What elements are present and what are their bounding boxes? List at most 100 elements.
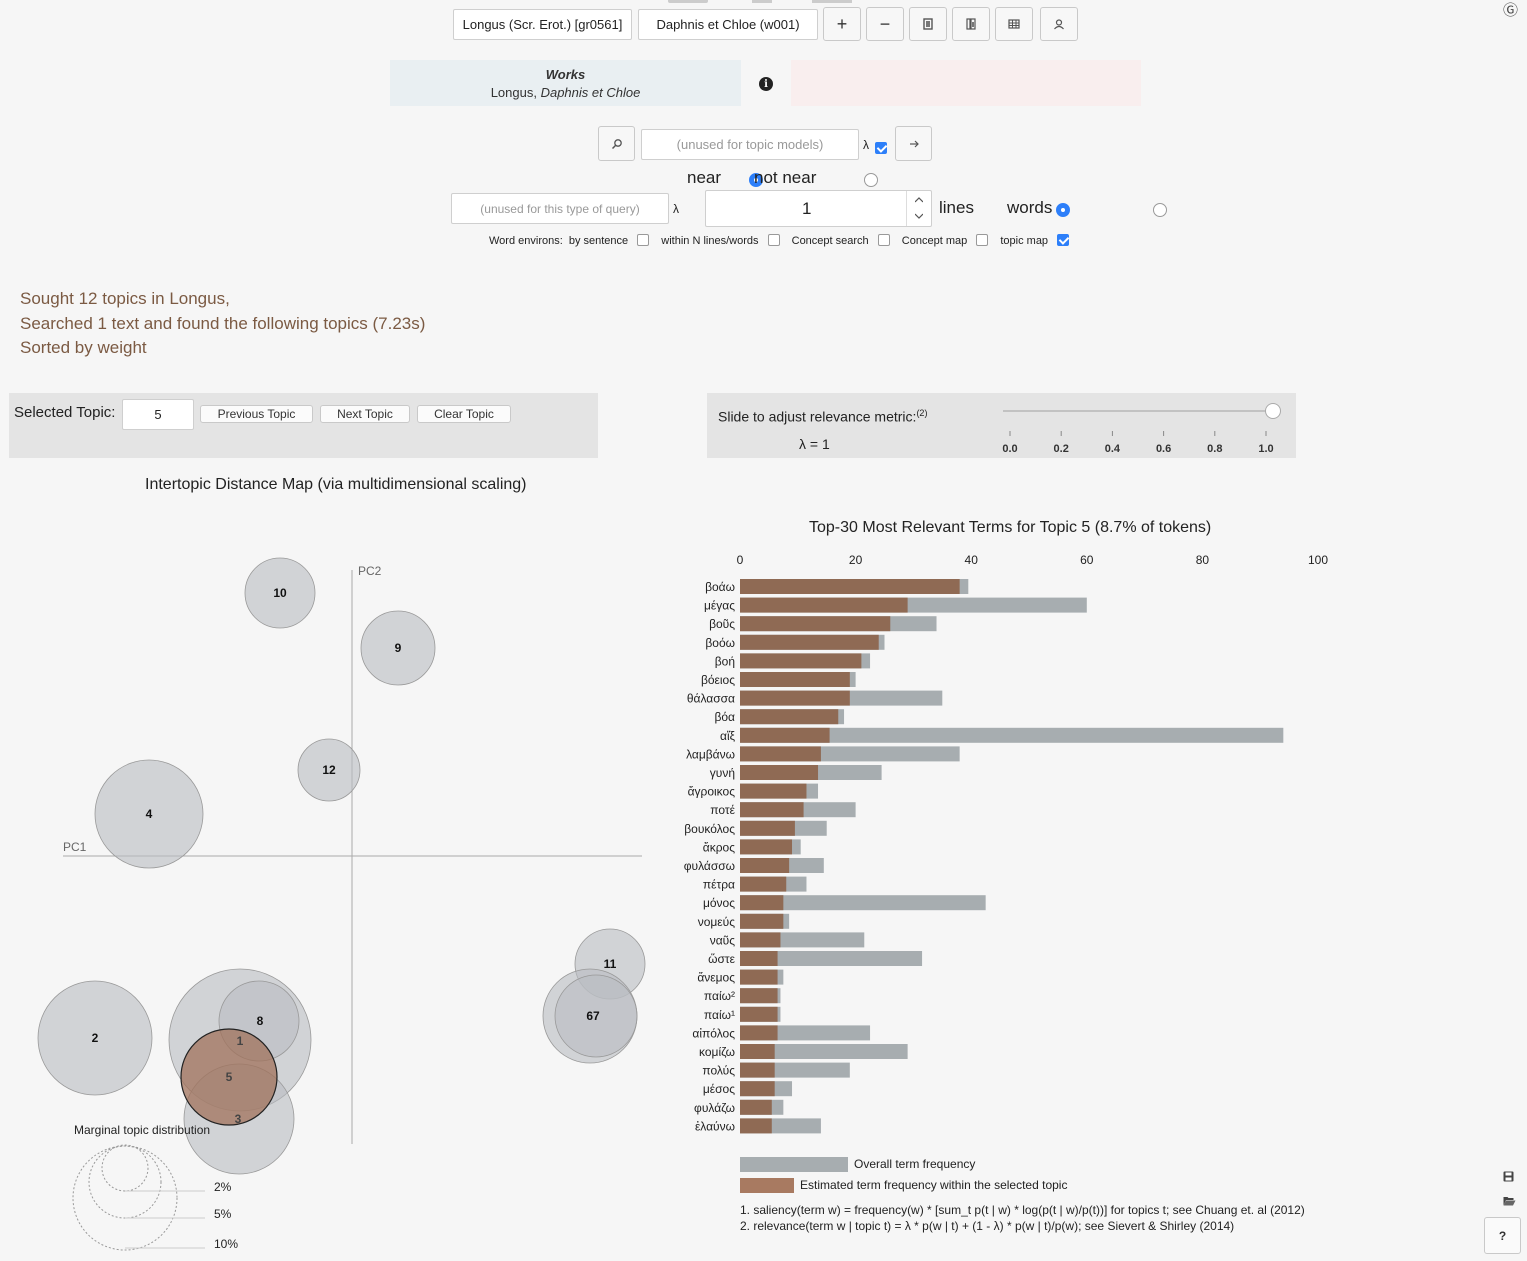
stepper-up-icon[interactable] <box>915 197 923 203</box>
bar-overall <box>740 895 986 911</box>
term-label[interactable]: μόνος <box>703 896 735 910</box>
works-title: Daphnis et Chloe <box>540 85 641 100</box>
slider-handle[interactable] <box>1265 403 1281 419</box>
topic-label-8[interactable]: 8 <box>257 1014 264 1028</box>
term-label[interactable]: βόα <box>714 710 735 724</box>
term-label[interactable]: πολύς <box>702 1064 735 1078</box>
folder-icon[interactable] <box>1503 1196 1516 1206</box>
lines-label: lines <box>939 198 974 217</box>
topic-map-checkbox[interactable] <box>1057 234 1070 246</box>
topic-label-2[interactable]: 2 <box>92 1031 99 1045</box>
term-label[interactable]: ποτέ <box>710 803 735 817</box>
term-label[interactable]: κομίζω <box>699 1045 735 1059</box>
term-label[interactable]: μέσος <box>703 1082 735 1096</box>
term-label[interactable]: βοάω <box>705 580 735 594</box>
search-button[interactable] <box>598 126 635 161</box>
term-label[interactable]: αἰπόλος <box>692 1026 735 1040</box>
concept-map-checkbox[interactable] <box>976 234 989 246</box>
relevance-label-text: Slide to adjust relevance metric: <box>718 408 917 425</box>
stepper[interactable] <box>906 191 931 226</box>
term-label[interactable]: βουκόλος <box>684 822 735 836</box>
term-label[interactable]: ἄκρος <box>703 840 735 854</box>
topic-label-4[interactable]: 4 <box>146 807 153 821</box>
words-radio[interactable] <box>1153 203 1168 217</box>
topic-circle-2[interactable] <box>37 980 153 1096</box>
bar-topic <box>740 820 795 836</box>
term-label[interactable]: παίω² <box>704 989 735 1003</box>
minus-icon: − <box>879 13 891 34</box>
work-select[interactable]: Daphnis et Chloe (w001) <box>638 9 818 40</box>
table-button[interactable] <box>995 7 1033 41</box>
term-label[interactable]: φυλάζω <box>694 1101 735 1115</box>
corner-logo-icon: Ⓖ <box>1503 2 1519 19</box>
term-label[interactable]: γυνή <box>710 766 735 780</box>
relevance-footnote-ref: (2) <box>916 408 928 418</box>
term-label[interactable]: παίω¹ <box>704 1008 735 1022</box>
term-label[interactable]: λαμβάνω <box>686 747 735 761</box>
topic-circle-7[interactable] <box>554 974 638 1058</box>
term-label[interactable]: πέτρα <box>703 878 735 892</box>
add-author-button[interactable]: + <box>823 7 861 41</box>
term-label[interactable]: μέγας <box>704 599 735 613</box>
search-term-input[interactable]: (unused for topic models) <box>641 129 859 160</box>
author-select[interactable]: Longus (Scr. Erot.) [gr0561] <box>453 9 632 40</box>
save-icon[interactable] <box>1503 1171 1514 1182</box>
stepper-down-icon[interactable] <box>915 213 923 219</box>
topic-label-5[interactable]: 5 <box>226 1070 233 1084</box>
term-label[interactable]: ἐλαύνω <box>695 1119 735 1133</box>
bar-topic <box>740 1099 772 1115</box>
lambda-label: λ <box>863 138 869 152</box>
topic-circle-4[interactable] <box>94 759 204 869</box>
topic-label-6-7[interactable]: 67 <box>586 1009 600 1023</box>
term-label[interactable]: βοῦς <box>709 617 735 631</box>
by-sentence-checkbox[interactable] <box>637 234 650 246</box>
library-icon <box>966 18 976 30</box>
term-label[interactable]: βόειος <box>701 673 735 687</box>
term-label[interactable]: ἄνεμος <box>697 971 735 985</box>
topic-label-10[interactable]: 10 <box>273 586 287 600</box>
texts-button[interactable] <box>952 7 990 41</box>
topic-circle-9[interactable] <box>360 610 436 686</box>
topic-label-12[interactable]: 12 <box>322 763 336 777</box>
concept-search-checkbox[interactable] <box>877 234 890 246</box>
help-button[interactable]: ? <box>1484 1217 1521 1254</box>
lines-radio[interactable] <box>1055 203 1070 217</box>
person-button[interactable] <box>1040 7 1078 41</box>
not-near-radio[interactable] <box>863 173 878 187</box>
topic-circle-12[interactable] <box>297 738 361 802</box>
topic-label-3[interactable]: 3 <box>235 1112 242 1126</box>
next-topic-button[interactable]: Next Topic <box>320 405 410 423</box>
remove-author-button[interactable]: − <box>866 7 904 41</box>
topic-circle-5[interactable] <box>180 1028 278 1126</box>
near-radio[interactable] <box>749 173 764 187</box>
lemma-checkbox[interactable] <box>875 142 887 154</box>
legend-label-topic: Estimated term frequency within the sele… <box>800 1178 1068 1192</box>
within-n-checkbox[interactable] <box>767 234 780 246</box>
browse-button[interactable] <box>909 7 947 41</box>
proximity-term-input[interactable]: (unused for this type of query) <box>451 193 669 224</box>
relevance-slider[interactable]: 0.0 0.2 0.4 0.6 0.8 1.0 <box>995 400 1290 458</box>
term-label[interactable]: ἄγροικος <box>688 785 736 799</box>
previous-topic-button[interactable]: Previous Topic <box>200 405 313 423</box>
legend-circle-2pct <box>101 1144 149 1192</box>
term-label[interactable]: βοή <box>715 654 735 668</box>
term-label[interactable]: θάλασσα <box>687 692 735 706</box>
slider-tick-label: 0.6 <box>1156 443 1171 455</box>
term-label[interactable]: αἴξ <box>720 729 736 743</box>
bar-topic <box>740 653 862 669</box>
term-label[interactable]: νομεύς <box>698 915 736 929</box>
go-button[interactable] <box>895 126 932 161</box>
topic-label-9[interactable]: 9 <box>395 641 402 655</box>
term-label[interactable]: ὥστε <box>708 952 736 966</box>
term-label[interactable]: ναῦς <box>710 933 736 947</box>
term-label[interactable]: φυλάσσω <box>684 859 735 873</box>
proximity-distance-input[interactable]: 1 <box>705 190 932 227</box>
topic-label-11[interactable]: 11 <box>604 957 617 971</box>
clear-topic-button[interactable]: Clear Topic <box>417 405 511 423</box>
topic-label-1[interactable]: 1 <box>237 1034 244 1048</box>
info-icon[interactable]: i <box>759 77 773 91</box>
term-label[interactable]: βοόω <box>705 636 735 650</box>
topic-circle-10[interactable] <box>244 557 316 629</box>
legend-label-overall: Overall term frequency <box>854 1157 976 1171</box>
selected-topic-input[interactable]: 5 <box>122 399 194 430</box>
